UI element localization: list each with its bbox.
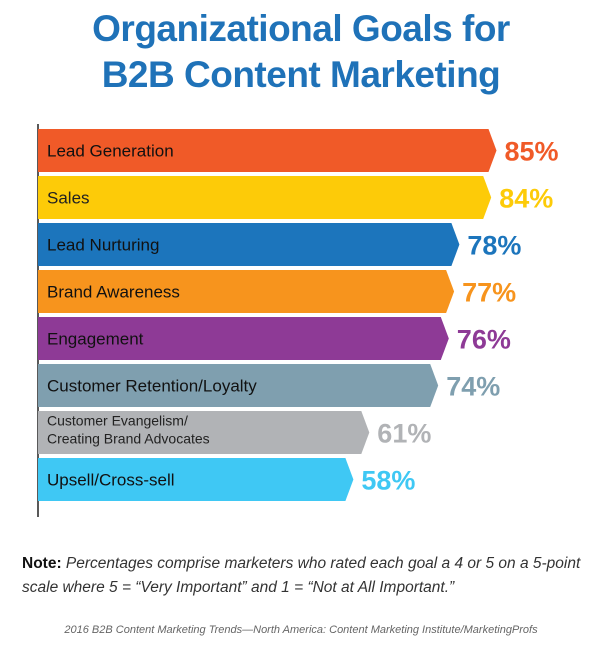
bar [38, 129, 497, 172]
category-label: Customer Evangelism/ [47, 413, 188, 429]
footnote: Note: Percentages comprise marketers who… [22, 552, 592, 600]
category-label: Upsell/Cross-sell [47, 471, 175, 490]
value-label: 77% [462, 278, 516, 308]
value-label: 76% [457, 325, 511, 355]
category-label: Sales [47, 189, 90, 208]
value-label: 74% [446, 372, 500, 402]
value-label: 61% [377, 419, 431, 449]
category-label: Creating Brand Advocates [47, 431, 210, 447]
bar [38, 364, 439, 407]
bar [38, 176, 492, 219]
value-label: 85% [505, 137, 559, 167]
category-label: Brand Awareness [47, 283, 180, 302]
source-citation: 2016 B2B Content Marketing Trends—North … [64, 624, 538, 636]
bar [38, 458, 354, 501]
category-label: Customer Retention/Loyalty [47, 377, 257, 396]
bar [38, 270, 455, 313]
bar-chart: Lead Generation 85% Sales 84% Lead Nurturing… [37, 124, 559, 517]
category-label: Lead Nurturing [47, 236, 159, 255]
value-label: 84% [499, 184, 553, 214]
chart-title-line-2: B2B Content Marketing [101, 54, 501, 95]
bar [38, 411, 370, 454]
bar [38, 223, 460, 266]
category-label: Engagement [47, 330, 144, 349]
value-label: 58% [361, 466, 415, 496]
value-label: 78% [467, 231, 521, 261]
note-text: Percentages comprise marketers who rated… [22, 555, 581, 596]
note-label: Note: [22, 555, 62, 572]
chart-title: Organizational Goals for B2B Content Mar… [0, 6, 602, 98]
chart-title-line-1: Organizational Goals for [92, 8, 510, 49]
category-label: Lead Generation [47, 142, 174, 161]
bar [38, 317, 449, 360]
